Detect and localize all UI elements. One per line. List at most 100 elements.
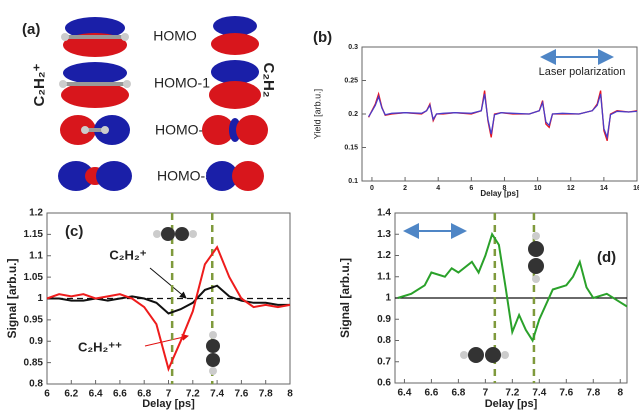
y-tick-label: 0.3 xyxy=(348,44,358,51)
orbital-label: HOMO-1 xyxy=(154,75,210,91)
x-tick-label: 8 xyxy=(287,389,293,400)
x-tick-label: 6.8 xyxy=(451,388,465,399)
x-tick-label: 6.8 xyxy=(137,389,151,400)
x-axis-label: Delay [ps] xyxy=(480,189,519,198)
x-tick-label: 7 xyxy=(483,388,489,399)
y-tick-label: 0.95 xyxy=(24,315,44,326)
y-tick-label: 1 xyxy=(37,293,43,304)
panel-label: (a) xyxy=(22,21,40,38)
x-tick-label: 8 xyxy=(617,388,623,399)
x-tick-label: 7.2 xyxy=(186,389,200,400)
data-line xyxy=(397,231,628,343)
orbital-lobe xyxy=(96,161,132,191)
molecule-label: C₂H₂ xyxy=(260,63,277,98)
atom xyxy=(206,353,220,367)
atom xyxy=(528,241,544,257)
y-tick-label: 0.15 xyxy=(344,144,358,151)
x-tick-label: 6.6 xyxy=(424,388,438,399)
x-tick-label: 4 xyxy=(436,185,440,192)
panel-label: (d) xyxy=(597,249,616,266)
atom xyxy=(123,80,131,88)
x-tick-label: 6.2 xyxy=(64,389,78,400)
atom xyxy=(81,126,89,134)
x-tick-label: 6.6 xyxy=(113,389,127,400)
data-line xyxy=(368,93,638,140)
orbital-label: HOMO xyxy=(153,28,197,44)
atom xyxy=(532,232,540,240)
atom xyxy=(468,347,484,363)
x-tick-label: 12 xyxy=(567,185,575,192)
annotation: Laser polarization xyxy=(539,66,626,78)
panel-a: (a) HOMO HOMO-1 HOMO-2 HOMO-3 C₂H₂⁺ C₂H₂ xyxy=(22,16,277,191)
y-tick-label: 1.4 xyxy=(377,208,391,219)
x-tick-label: 7.8 xyxy=(586,388,600,399)
x-axis-label: Delay [ps] xyxy=(485,398,538,410)
y-tick-label: 0.2 xyxy=(348,111,358,118)
data-line xyxy=(46,245,291,373)
y-tick-label: 1 xyxy=(385,293,391,304)
x-tick-label: 7.4 xyxy=(532,388,546,399)
molecule-bond xyxy=(65,35,125,39)
y-tick-label: 1.05 xyxy=(24,272,44,283)
atom xyxy=(206,339,220,353)
y-tick-label: 1.2 xyxy=(29,208,43,219)
y-tick-label: 0.8 xyxy=(29,379,43,390)
x-tick-label: 8 xyxy=(503,185,507,192)
atom xyxy=(460,351,468,359)
orbital-lobe xyxy=(209,81,261,109)
orbital-label: HOMO-3 xyxy=(157,168,213,184)
orbital-lobe xyxy=(211,60,259,84)
y-tick-label: 1.3 xyxy=(377,229,391,240)
y-tick-label: 0.25 xyxy=(344,77,358,84)
y-tick-label: 0.8 xyxy=(377,335,391,346)
x-tick-label: 7.6 xyxy=(559,388,573,399)
orbital-lobe xyxy=(206,161,238,191)
x-tick-label: 6.4 xyxy=(397,388,411,399)
x-tick-label: 10 xyxy=(534,185,542,192)
orbital-lobe xyxy=(61,82,129,108)
orbital-lobe xyxy=(94,115,130,145)
x-tick-label: 0 xyxy=(370,185,374,192)
panel-label: (c) xyxy=(65,223,83,240)
orbital-lobe xyxy=(65,17,125,39)
y-axis-label: Signal [arb.u.] xyxy=(338,258,352,338)
x-axis-label: Delay [ps] xyxy=(142,398,195,410)
x-tick-label: 6.4 xyxy=(89,389,103,400)
atom xyxy=(532,275,540,283)
orbital-lobe xyxy=(60,115,96,145)
orbital-lobe xyxy=(58,161,94,191)
y-axis-label: Signal [arb.u.] xyxy=(5,258,19,338)
data-line xyxy=(368,90,638,142)
y-tick-label: 1.15 xyxy=(24,229,44,240)
y-tick-label: 0.1 xyxy=(348,178,358,185)
x-tick-label: 7.8 xyxy=(259,389,273,400)
orbital-lobe xyxy=(236,115,268,145)
atom xyxy=(501,351,509,359)
atom xyxy=(153,230,161,238)
x-tick-label: 16 xyxy=(633,185,639,192)
x-tick-label: 7.4 xyxy=(210,389,224,400)
annotation-arrow xyxy=(149,267,187,299)
x-tick-label: 7.6 xyxy=(234,389,248,400)
atom xyxy=(209,331,217,339)
atom xyxy=(161,227,175,241)
orbital-label: HOMO-2 xyxy=(155,122,211,138)
x-tick-label: 14 xyxy=(600,185,608,192)
series-label: C₂H₂⁺ xyxy=(109,247,146,262)
panel-label: (b) xyxy=(313,29,332,46)
atom xyxy=(189,230,197,238)
y-axis-label: Yield [arb.u.] xyxy=(312,89,322,139)
atom xyxy=(101,126,109,134)
x-tick-label: 7.2 xyxy=(505,388,519,399)
molecule-bond xyxy=(63,82,127,86)
orbital-lobe xyxy=(202,115,234,145)
data-line xyxy=(47,284,290,315)
atom xyxy=(485,347,501,363)
y-tick-label: 1.1 xyxy=(29,250,43,261)
x-tick-label: 6 xyxy=(44,389,50,400)
y-tick-label: 1.2 xyxy=(377,250,391,261)
y-tick-label: 0.9 xyxy=(377,314,391,325)
y-tick-label: 0.6 xyxy=(377,378,391,389)
atom xyxy=(528,258,544,274)
y-tick-label: 0.9 xyxy=(29,336,43,347)
